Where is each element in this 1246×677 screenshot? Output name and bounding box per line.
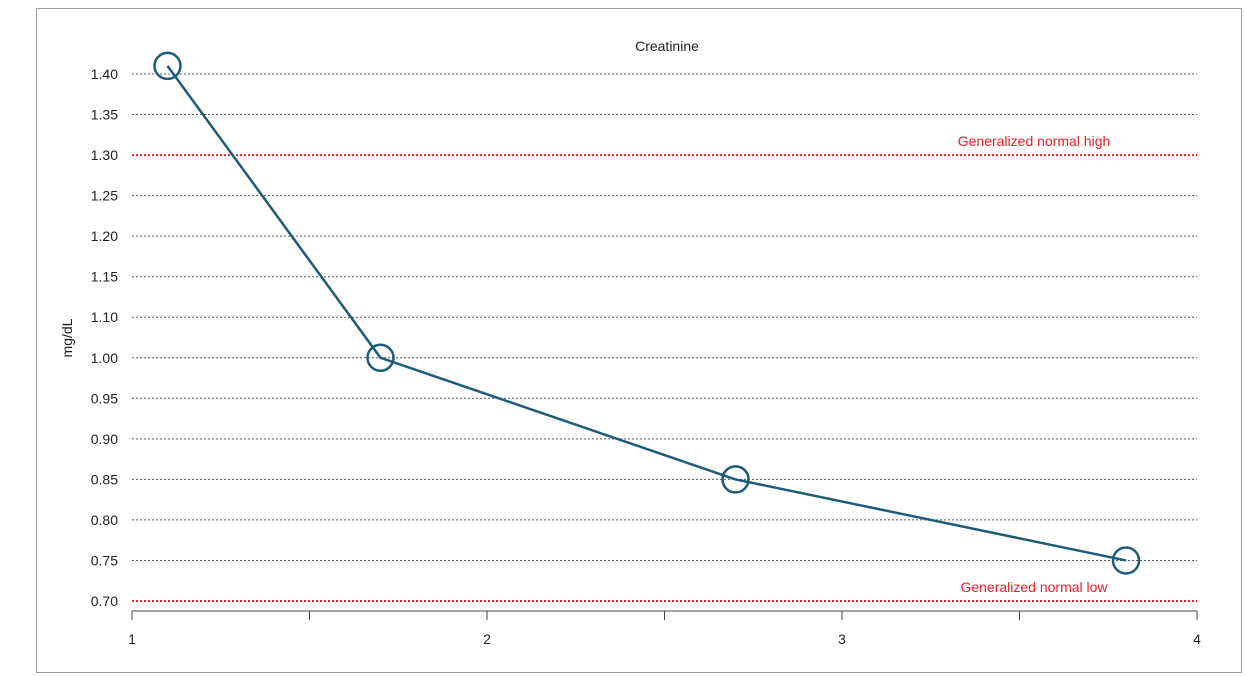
y-tick-label: 1.30 (91, 147, 118, 163)
y-tick-label: 0.90 (91, 431, 118, 447)
y-tick-label: 0.70 (91, 593, 118, 609)
y-tick-label: 1.00 (91, 350, 118, 366)
chart-title: Creatinine (635, 38, 699, 54)
data-point (1111, 546, 1141, 575)
y-tick-label: 0.75 (91, 552, 118, 568)
x-tick-label: 2 (483, 631, 491, 647)
y-tick-label: 1.20 (91, 228, 118, 244)
y-axis-label: mg/dL (59, 318, 75, 357)
chart-frame (36, 8, 1242, 673)
y-tick-label: 1.10 (91, 309, 118, 325)
y-tick-label: 1.15 (91, 269, 118, 285)
y-tick-label: 1.35 (91, 107, 118, 123)
y-tick-label: 1.40 (91, 66, 118, 82)
data-point (366, 343, 395, 373)
x-tick-label: 3 (838, 631, 846, 647)
y-tick-label: 1.25 (91, 188, 118, 204)
data-point (153, 51, 182, 81)
reference-line-label: Generalized normal high (958, 133, 1111, 149)
data-point (721, 465, 750, 494)
y-tick-label: 0.80 (91, 512, 118, 528)
x-tick-label: 4 (1193, 631, 1201, 647)
y-tick-label: 0.95 (91, 390, 118, 406)
y-tick-label: 0.85 (91, 471, 118, 487)
series-line (166, 65, 1127, 562)
reference-line-label: Generalized normal low (960, 579, 1108, 595)
x-tick-label: 1 (128, 631, 136, 647)
